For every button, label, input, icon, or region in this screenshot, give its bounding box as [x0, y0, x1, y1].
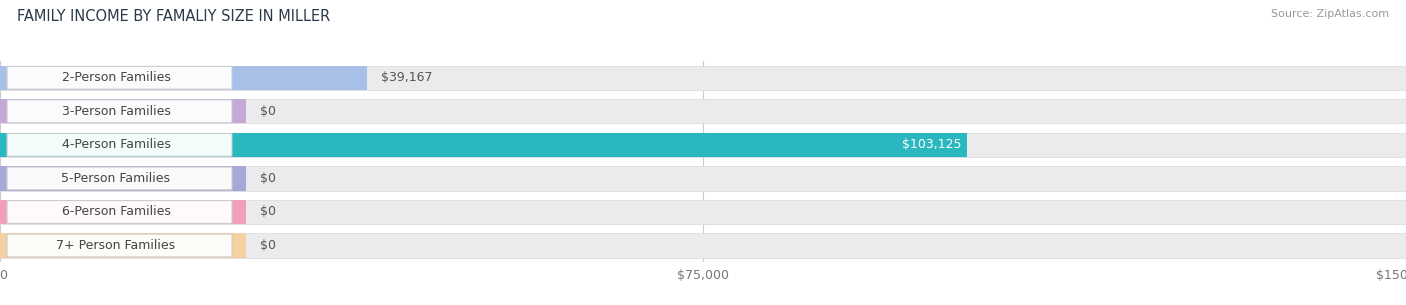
- FancyBboxPatch shape: [7, 201, 232, 223]
- Text: $103,125: $103,125: [901, 138, 960, 151]
- Text: 7+ Person Families: 7+ Person Families: [56, 239, 176, 252]
- Bar: [0, 66, 367, 90]
- FancyBboxPatch shape: [7, 134, 232, 156]
- Bar: [0, 200, 1406, 224]
- Text: FAMILY INCOME BY FAMALIY SIZE IN MILLER: FAMILY INCOME BY FAMALIY SIZE IN MILLER: [17, 9, 330, 24]
- Bar: [0, 233, 1406, 258]
- Text: $0: $0: [260, 206, 276, 218]
- Bar: [0, 200, 246, 224]
- Text: $0: $0: [260, 105, 276, 118]
- Bar: [0, 99, 246, 124]
- Bar: [0, 99, 1406, 124]
- Text: 6-Person Families: 6-Person Families: [62, 206, 170, 218]
- FancyBboxPatch shape: [7, 234, 232, 257]
- Text: Source: ZipAtlas.com: Source: ZipAtlas.com: [1271, 9, 1389, 19]
- Bar: [0, 233, 246, 258]
- Text: $0: $0: [260, 239, 276, 252]
- Bar: [0, 133, 1406, 157]
- FancyBboxPatch shape: [7, 100, 232, 123]
- FancyBboxPatch shape: [7, 66, 232, 89]
- Text: 4-Person Families: 4-Person Families: [62, 138, 170, 151]
- Text: $39,167: $39,167: [381, 71, 433, 84]
- Text: $0: $0: [260, 172, 276, 185]
- Text: 5-Person Families: 5-Person Families: [62, 172, 170, 185]
- Text: 2-Person Families: 2-Person Families: [62, 71, 170, 84]
- Bar: [0, 166, 1406, 191]
- Bar: [0, 133, 967, 157]
- FancyBboxPatch shape: [7, 167, 232, 190]
- Bar: [0, 66, 1406, 90]
- Bar: [0, 166, 246, 191]
- Text: 3-Person Families: 3-Person Families: [62, 105, 170, 118]
